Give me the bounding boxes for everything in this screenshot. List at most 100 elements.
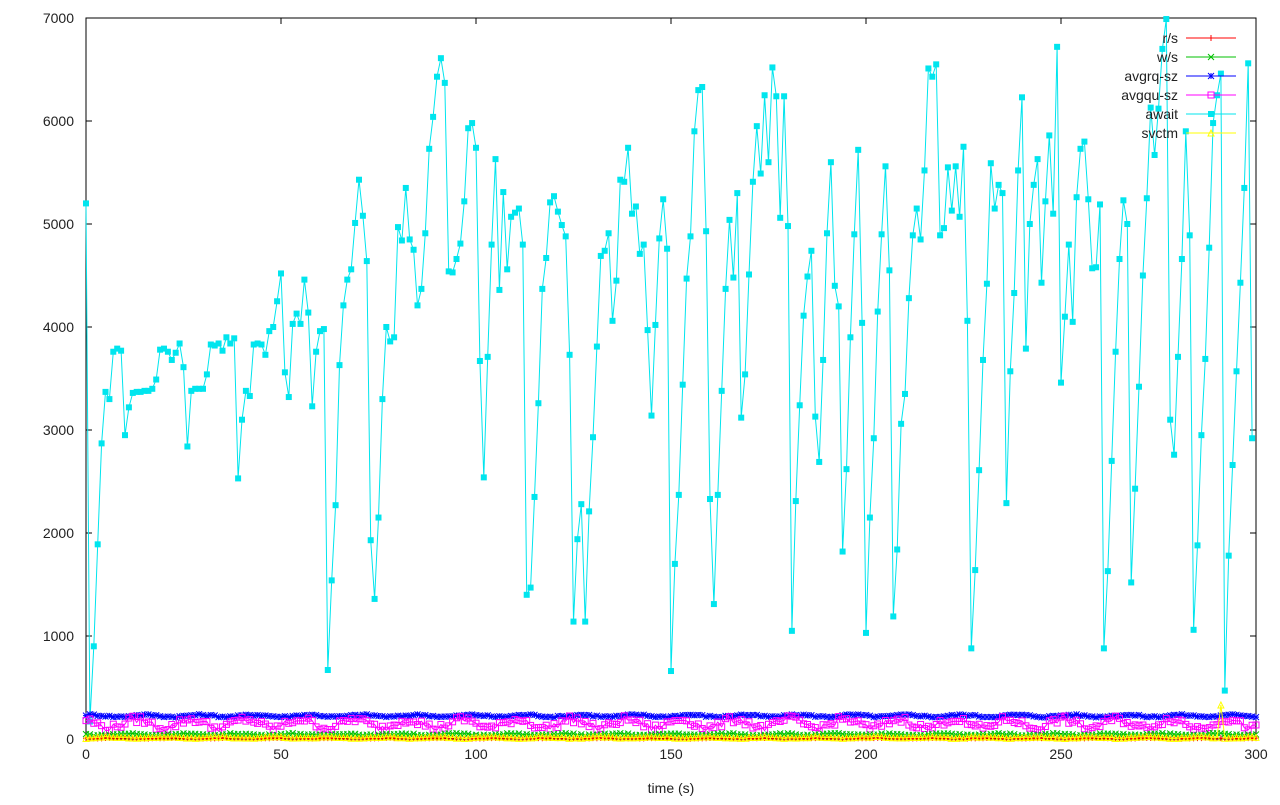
data-point [340, 713, 347, 720]
data-point [1119, 734, 1128, 742]
data-point [366, 733, 375, 741]
data-point [320, 732, 328, 741]
data-point [827, 733, 835, 741]
data-point [819, 733, 827, 741]
data-point [1073, 194, 1080, 201]
data-point [908, 733, 917, 741]
data-point [1245, 60, 1252, 67]
data-point [457, 712, 464, 720]
data-point [667, 718, 675, 726]
data-point [1115, 734, 1124, 742]
data-point [122, 432, 128, 439]
legend-marker [1207, 72, 1215, 80]
data-point [998, 733, 1007, 742]
data-point [317, 328, 323, 335]
data-point [1158, 733, 1167, 742]
data-point [1002, 734, 1011, 742]
data-point [944, 164, 951, 171]
data-point [613, 277, 620, 284]
data-point [768, 718, 776, 726]
data-point [1104, 568, 1111, 575]
data-point [499, 733, 508, 741]
data-point [612, 733, 621, 742]
data-point [1124, 221, 1131, 227]
data-point [737, 711, 745, 719]
data-point [655, 733, 664, 741]
data-point [629, 210, 635, 217]
data-point [889, 733, 898, 742]
data-point [394, 721, 402, 729]
data-point [113, 733, 122, 741]
data-point [538, 713, 546, 720]
data-point [722, 715, 730, 723]
data-point [878, 722, 886, 730]
data-point [706, 712, 714, 720]
data-point [846, 733, 855, 742]
data-point [1041, 722, 1049, 730]
data-point [710, 601, 717, 608]
data-point [515, 734, 523, 742]
data-point [1007, 368, 1014, 375]
data-point [1151, 712, 1158, 720]
data-point [850, 718, 858, 726]
data-point [487, 732, 496, 741]
data-point [963, 720, 971, 728]
data-point [655, 725, 663, 733]
data-point [425, 713, 433, 720]
data-point [359, 212, 366, 219]
data-point [745, 733, 753, 741]
data-point [1019, 94, 1025, 101]
data-point [179, 733, 188, 742]
data-point [1038, 279, 1045, 286]
data-point [1190, 626, 1197, 633]
data-point [421, 711, 429, 719]
data-point [1104, 713, 1112, 720]
data-point [456, 713, 464, 721]
data-point [890, 613, 897, 620]
data-point [359, 733, 367, 742]
data-point [148, 718, 156, 726]
data-point [281, 712, 289, 720]
data-point [94, 712, 102, 720]
data-point [305, 309, 312, 316]
data-point [1135, 711, 1143, 719]
data-point [947, 734, 956, 742]
data-point [1217, 712, 1225, 719]
data-point [199, 733, 207, 742]
data-point [862, 732, 870, 741]
data-point [877, 732, 886, 741]
data-point [425, 720, 433, 728]
data-point [488, 713, 495, 720]
data-point [823, 721, 831, 729]
data-point [1201, 732, 1210, 741]
data-point [199, 718, 207, 726]
data-point [668, 668, 674, 675]
data-point [121, 713, 129, 721]
data-point [1252, 733, 1260, 741]
data-point [1049, 712, 1057, 720]
data-point [375, 514, 382, 521]
data-point [465, 125, 472, 132]
data-point [308, 711, 316, 719]
data-point [121, 733, 129, 741]
data-point [293, 712, 300, 719]
data-point [534, 724, 542, 732]
data-point [944, 712, 952, 720]
data-point [1217, 70, 1224, 77]
data-point [1229, 716, 1237, 724]
data-point [1159, 45, 1166, 52]
data-point [1240, 712, 1248, 720]
data-point [1221, 711, 1229, 719]
data-point [344, 276, 351, 283]
data-point [698, 711, 706, 719]
data-point [203, 371, 210, 378]
data-point [515, 205, 522, 212]
data-point [297, 320, 304, 327]
data-point [905, 733, 913, 741]
data-point [168, 721, 176, 729]
data-point [632, 719, 640, 727]
data-point [417, 733, 426, 742]
legend-marker [1207, 53, 1215, 61]
data-point [628, 711, 636, 718]
